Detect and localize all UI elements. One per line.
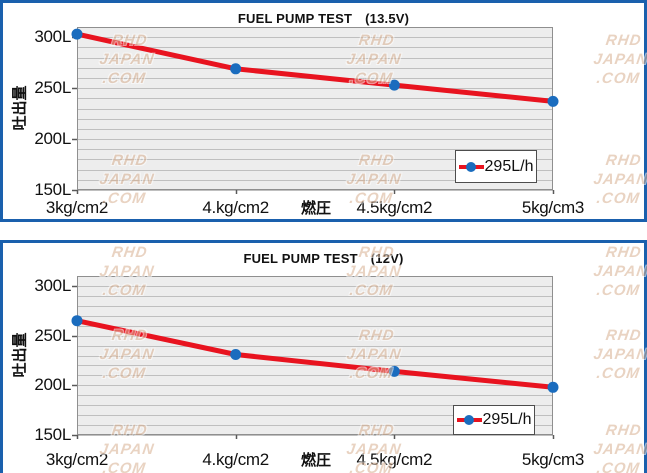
chart-title-voltage: (13.5V) bbox=[365, 11, 410, 26]
y-tick-label: 250L bbox=[34, 78, 71, 98]
chart-panel-12v: FUEL PUMP TEST (12V) 吐出量 燃圧 295L/h 300L 25… bbox=[0, 240, 647, 473]
y-tick-label: 150L bbox=[34, 425, 71, 444]
x-tick-label: 3kg/cm2 bbox=[45, 198, 109, 217]
x-tick-label: 5kg/cm3 bbox=[521, 198, 585, 217]
x-tick-label: 4.kg/cm2 bbox=[202, 450, 269, 469]
y-tick-label: 300L bbox=[34, 27, 71, 47]
data-point-marker bbox=[230, 63, 242, 75]
plot-border bbox=[77, 276, 553, 435]
plot-area bbox=[71, 27, 559, 194]
legend-label: 295L/h bbox=[482, 411, 532, 428]
y-tick-label: 200L bbox=[34, 129, 71, 149]
x-tick-label: 4.kg/cm2 bbox=[202, 198, 269, 217]
chart-canvas bbox=[71, 276, 559, 439]
legend: 295L/h bbox=[453, 405, 535, 435]
legend-point-marker bbox=[464, 415, 475, 425]
legend-line-marker bbox=[456, 415, 482, 425]
chart-title-text: FUEL PUMP TEST bbox=[237, 11, 353, 26]
x-tick-label: 5kg/cm3 bbox=[521, 450, 585, 469]
legend: 295L/h bbox=[455, 150, 537, 183]
series-line bbox=[74, 31, 556, 104]
x-tick-label: 4.5kg/cm2 bbox=[356, 198, 433, 217]
chart-title: FUEL PUMP TEST (12V) bbox=[3, 251, 644, 266]
x-tick-label: 3kg/cm2 bbox=[45, 450, 109, 469]
data-point-marker bbox=[388, 365, 400, 377]
data-point-marker bbox=[547, 95, 559, 107]
legend-point-marker bbox=[466, 161, 477, 172]
legend-line-marker bbox=[458, 161, 484, 172]
chart-title-voltage: (12V) bbox=[370, 251, 404, 266]
y-tick-label: 200L bbox=[34, 375, 71, 395]
data-point-marker bbox=[388, 79, 400, 91]
data-point-marker bbox=[230, 349, 242, 360]
chart-title: FUEL PUMP TEST (13.5V) bbox=[3, 11, 644, 26]
series-line bbox=[74, 318, 556, 390]
y-tick-label: 250L bbox=[34, 325, 71, 345]
data-point-marker bbox=[71, 315, 83, 327]
plot-border bbox=[77, 27, 553, 190]
y-tick-label: 150L bbox=[34, 180, 71, 199]
y-tick-label: 300L bbox=[34, 275, 71, 295]
chart-panel-13-5v: FUEL PUMP TEST (13.5V) 吐出量 燃圧 295L/h 300L… bbox=[0, 0, 647, 222]
data-point-marker bbox=[71, 28, 83, 40]
legend-label: 295L/h bbox=[484, 157, 534, 175]
chart-canvas bbox=[71, 27, 559, 194]
chart-title-text: FUEL PUMP TEST bbox=[243, 251, 358, 266]
x-tick-label: 4.5kg/cm2 bbox=[356, 450, 433, 469]
x-axis-title: 燃圧 bbox=[300, 200, 332, 217]
data-point-marker bbox=[547, 381, 559, 393]
x-axis-title: 燃圧 bbox=[300, 452, 332, 469]
